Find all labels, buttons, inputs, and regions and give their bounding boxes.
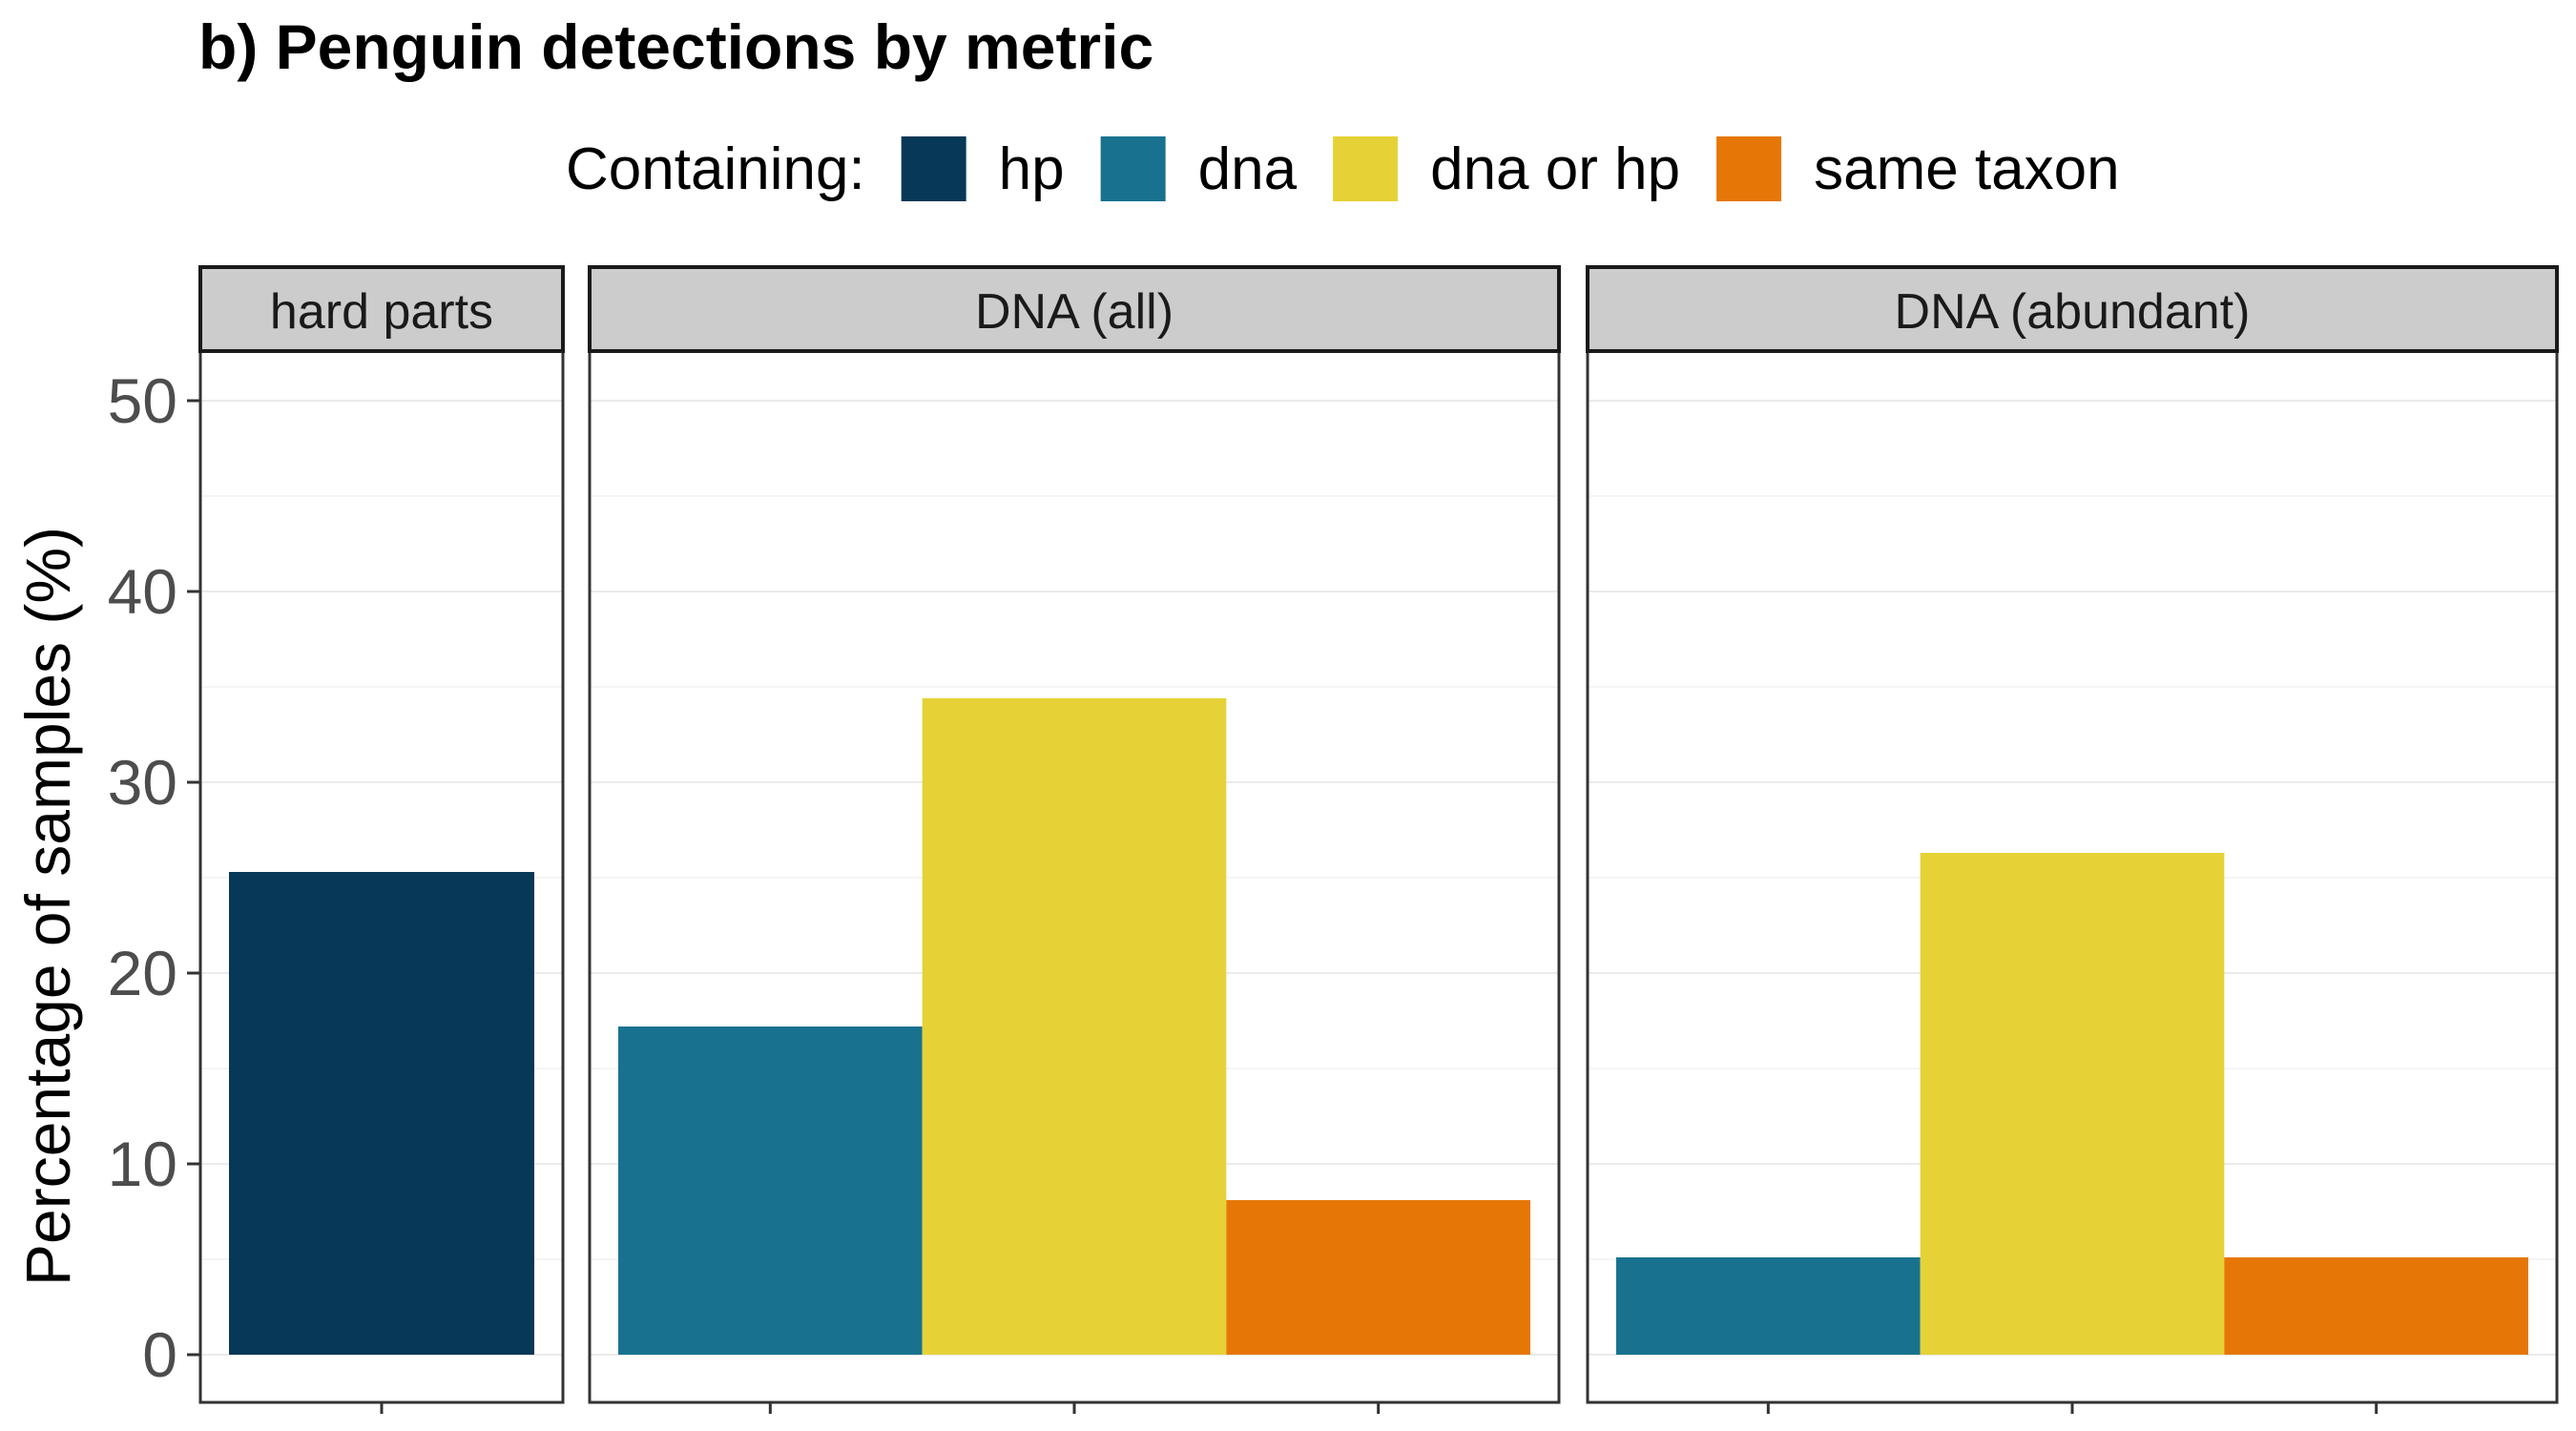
legend: Containing: hp dna dna or hp same taxon — [566, 136, 2120, 202]
legend-label-2: dna or hp — [1430, 136, 1680, 202]
y-tick-label: 50 — [108, 365, 177, 436]
legend-key-1 — [1100, 136, 1166, 201]
bar-hp — [229, 872, 534, 1355]
bar-dna — [618, 1027, 923, 1355]
facet-strip — [588, 265, 1561, 353]
y-tick-label: 10 — [108, 1129, 177, 1199]
y-tick-label: 40 — [108, 556, 177, 627]
y-tick-label: 0 — [142, 1319, 177, 1390]
legend-label-3: same taxon — [1814, 136, 2120, 202]
bar-dna — [1616, 1257, 1921, 1355]
legend-title: Containing: — [566, 136, 865, 202]
facets: hard parts DNA (all) DNA (abundant) — [198, 265, 2559, 1414]
facet-panel-0: hard parts — [198, 265, 565, 1414]
bar-same-taxon — [1226, 1200, 1530, 1355]
facet-strip-label: hard parts — [270, 284, 493, 340]
chart-title: b) Penguin detections by metric — [198, 11, 1153, 82]
facet-strip — [1586, 265, 2559, 353]
y-tick-label: 20 — [108, 938, 177, 1008]
facet-strip-label: DNA (all) — [975, 284, 1174, 340]
facet-strip — [198, 265, 565, 353]
y-axis-title: Percentage of samples (%) — [12, 527, 83, 1286]
legend-label-1: dna — [1198, 136, 1298, 202]
legend-key-3 — [1716, 136, 1782, 201]
bar-dna-or-hp — [922, 698, 1227, 1355]
facet-strip-label: DNA (abundant) — [1895, 284, 2251, 340]
legend-key-2 — [1333, 136, 1399, 201]
facet-panel-1: DNA (all) — [588, 265, 1561, 1414]
y-axis: 0 10 20 30 40 50 — [108, 365, 200, 1390]
legend-key-0 — [901, 136, 966, 201]
legend-label-0: hp — [999, 136, 1065, 202]
bar-dna-or-hp — [1920, 853, 2225, 1355]
y-tick-label: 30 — [108, 747, 177, 818]
bar-same-taxon — [2224, 1257, 2528, 1355]
facet-panel-2: DNA (abundant) — [1586, 265, 2559, 1414]
